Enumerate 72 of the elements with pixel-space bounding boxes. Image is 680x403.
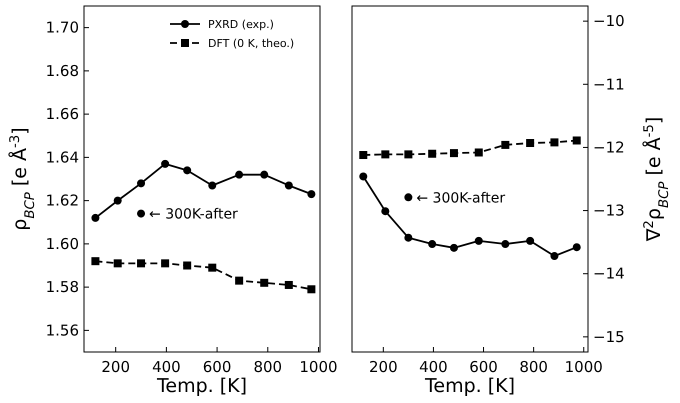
point xyxy=(404,234,412,242)
point xyxy=(137,179,146,188)
point xyxy=(137,259,146,268)
y-tick-label: 1.64 xyxy=(46,148,79,166)
point xyxy=(572,243,581,252)
point xyxy=(501,240,510,248)
x-tick-label: 600 xyxy=(469,358,498,376)
annotation: ← 300K-after xyxy=(149,206,238,223)
y-tick-label: −11 xyxy=(593,75,625,94)
point xyxy=(450,149,458,158)
y-tick-label: 1.70 xyxy=(46,18,79,37)
point xyxy=(526,139,534,148)
point xyxy=(208,181,216,190)
y-tick-label: 1.66 xyxy=(46,105,79,124)
point xyxy=(161,160,170,168)
point xyxy=(208,264,216,272)
point xyxy=(501,140,510,149)
point xyxy=(114,196,122,205)
point xyxy=(526,236,534,245)
point xyxy=(91,257,100,266)
point xyxy=(572,136,581,144)
x-tick-label: 1000 xyxy=(299,358,338,376)
point xyxy=(284,280,293,289)
point xyxy=(381,150,390,158)
x-tick-label: 200 xyxy=(101,358,130,376)
point xyxy=(404,150,412,158)
point xyxy=(114,259,122,268)
y-tick-label: −13 xyxy=(593,202,625,220)
point xyxy=(307,285,316,294)
y-tick-label: 1.56 xyxy=(46,321,79,340)
point xyxy=(359,151,368,160)
point xyxy=(183,262,192,270)
x-axis-title: Temp. [K] xyxy=(156,375,247,397)
x-axis-title: Temp. [K] xyxy=(424,375,515,397)
point xyxy=(474,148,483,156)
point xyxy=(260,170,268,179)
point xyxy=(550,138,558,146)
y-tick-label: −12 xyxy=(593,138,625,156)
point xyxy=(137,210,146,218)
point xyxy=(428,150,436,158)
x-tick-label: 200 xyxy=(368,358,398,376)
x-tick-label: 600 xyxy=(202,358,232,376)
point xyxy=(428,240,436,248)
point xyxy=(183,166,192,174)
point xyxy=(450,244,458,252)
point xyxy=(404,193,412,202)
x-tick-label: 400 xyxy=(419,358,448,376)
y-tick-label: −14 xyxy=(593,264,625,283)
y-tick-label: 1.58 xyxy=(46,278,79,296)
legend-label: PXRD (exp.) xyxy=(208,18,274,31)
point xyxy=(284,181,293,190)
point xyxy=(260,278,268,287)
point xyxy=(235,170,244,179)
point xyxy=(359,172,368,180)
x-tick-label: 400 xyxy=(152,358,181,376)
y-tick-label: 1.62 xyxy=(46,192,79,210)
point xyxy=(474,236,483,245)
point xyxy=(161,259,170,268)
point xyxy=(235,276,244,285)
point xyxy=(91,214,100,222)
x-tick-label: 800 xyxy=(519,358,548,376)
y-tick-label: −15 xyxy=(593,328,625,346)
x-tick-label: 800 xyxy=(253,358,282,376)
y-tick-label: −10 xyxy=(593,12,625,30)
point xyxy=(307,190,316,198)
y-tick-label: 1.60 xyxy=(46,234,79,253)
y-tick-label: 1.68 xyxy=(46,62,79,80)
point xyxy=(550,252,558,260)
legend-label: DFT (0 K, theo.) xyxy=(208,37,294,50)
annotation: ← 300K-after xyxy=(416,190,506,206)
point xyxy=(381,207,390,216)
x-tick-label: 1000 xyxy=(564,358,603,376)
